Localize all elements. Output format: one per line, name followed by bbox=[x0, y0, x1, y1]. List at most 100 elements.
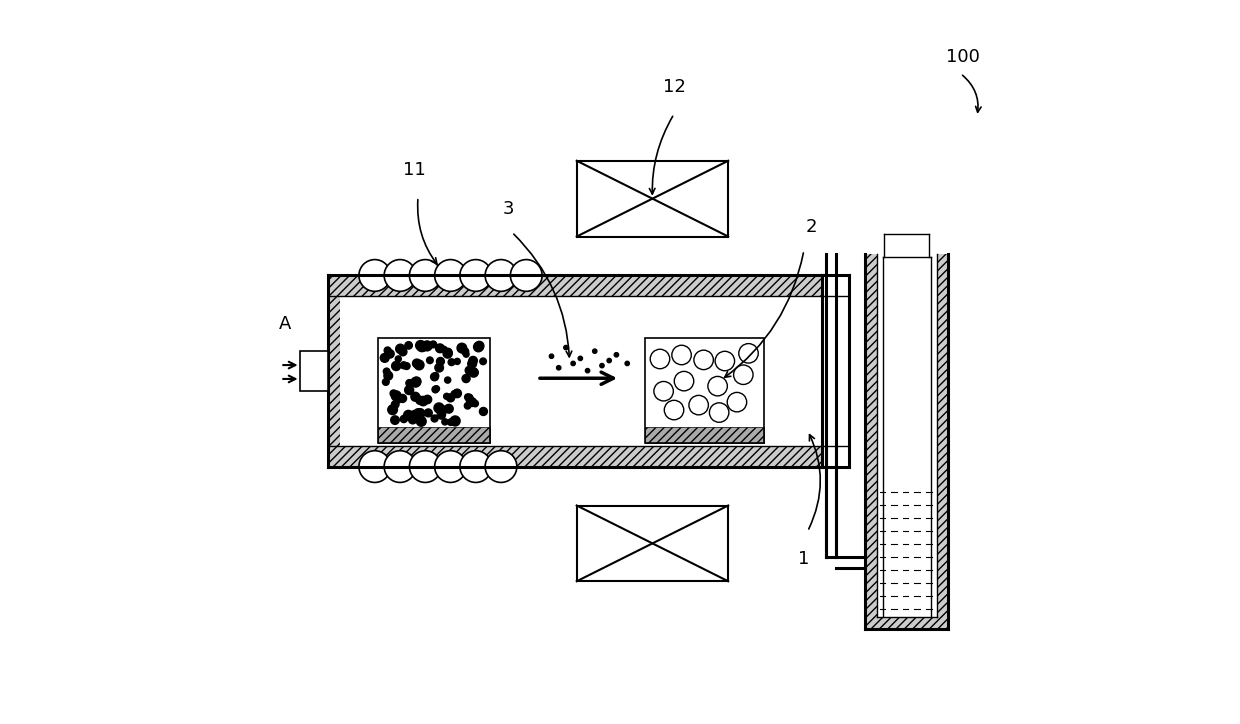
Bar bbox=[866, 254, 877, 629]
Circle shape bbox=[458, 343, 466, 353]
Circle shape bbox=[549, 354, 553, 358]
Circle shape bbox=[467, 359, 476, 369]
Circle shape bbox=[430, 373, 439, 381]
Circle shape bbox=[384, 260, 415, 291]
Circle shape bbox=[451, 390, 458, 397]
Bar bbox=[378, 427, 490, 443]
Circle shape bbox=[414, 360, 424, 370]
Circle shape bbox=[461, 348, 469, 355]
Circle shape bbox=[409, 451, 441, 482]
Circle shape bbox=[388, 405, 398, 415]
Circle shape bbox=[358, 451, 391, 482]
Bar bbox=[645, 338, 764, 443]
Circle shape bbox=[469, 368, 479, 377]
Circle shape bbox=[608, 358, 611, 363]
Circle shape bbox=[585, 369, 590, 373]
Circle shape bbox=[448, 359, 455, 366]
Circle shape bbox=[485, 451, 517, 482]
Circle shape bbox=[441, 407, 448, 413]
Circle shape bbox=[715, 351, 734, 371]
Circle shape bbox=[474, 342, 484, 352]
Circle shape bbox=[415, 340, 425, 350]
Circle shape bbox=[672, 345, 692, 365]
Circle shape bbox=[453, 390, 461, 397]
Circle shape bbox=[415, 408, 425, 418]
Text: 2: 2 bbox=[805, 218, 817, 236]
Circle shape bbox=[394, 396, 402, 403]
Circle shape bbox=[694, 350, 713, 370]
Circle shape bbox=[392, 391, 401, 400]
Circle shape bbox=[444, 348, 453, 356]
Circle shape bbox=[578, 356, 583, 361]
Circle shape bbox=[382, 379, 389, 385]
Circle shape bbox=[433, 373, 439, 379]
Circle shape bbox=[564, 345, 568, 350]
Circle shape bbox=[653, 382, 673, 401]
Circle shape bbox=[650, 349, 670, 369]
Circle shape bbox=[435, 451, 466, 482]
Text: 12: 12 bbox=[662, 78, 686, 96]
Circle shape bbox=[454, 358, 460, 364]
Circle shape bbox=[465, 366, 474, 374]
Circle shape bbox=[403, 363, 410, 369]
Circle shape bbox=[399, 348, 407, 355]
Circle shape bbox=[401, 416, 408, 423]
Circle shape bbox=[398, 395, 407, 403]
Circle shape bbox=[709, 403, 729, 422]
Circle shape bbox=[432, 386, 439, 393]
Circle shape bbox=[485, 260, 517, 291]
Circle shape bbox=[471, 369, 479, 376]
Circle shape bbox=[436, 358, 444, 366]
Bar bbox=[577, 161, 728, 237]
Circle shape bbox=[404, 385, 414, 395]
Circle shape bbox=[435, 344, 444, 353]
Bar bbox=[936, 254, 949, 629]
Circle shape bbox=[408, 416, 417, 424]
Circle shape bbox=[415, 396, 424, 404]
Circle shape bbox=[424, 409, 433, 417]
Circle shape bbox=[446, 394, 455, 402]
Circle shape bbox=[480, 358, 486, 365]
Circle shape bbox=[739, 344, 758, 363]
Circle shape bbox=[403, 411, 413, 420]
Bar bbox=[300, 351, 327, 391]
Circle shape bbox=[600, 363, 604, 368]
Circle shape bbox=[384, 451, 415, 482]
Circle shape bbox=[475, 341, 484, 350]
Circle shape bbox=[384, 371, 393, 380]
Circle shape bbox=[441, 346, 448, 353]
Circle shape bbox=[422, 341, 432, 351]
Bar bbox=[378, 338, 490, 443]
Circle shape bbox=[435, 260, 466, 291]
Bar bbox=[866, 618, 949, 629]
Circle shape bbox=[689, 395, 708, 415]
Circle shape bbox=[410, 392, 420, 401]
Circle shape bbox=[417, 416, 427, 426]
Circle shape bbox=[392, 361, 401, 371]
Circle shape bbox=[727, 392, 746, 412]
Circle shape bbox=[435, 363, 444, 372]
Circle shape bbox=[450, 416, 460, 426]
Circle shape bbox=[441, 406, 448, 412]
Circle shape bbox=[448, 419, 454, 426]
Circle shape bbox=[391, 390, 397, 397]
Bar bbox=[327, 275, 822, 295]
Text: 11: 11 bbox=[403, 161, 425, 179]
Bar bbox=[577, 505, 728, 581]
Circle shape bbox=[467, 397, 476, 406]
Circle shape bbox=[401, 362, 407, 369]
Circle shape bbox=[464, 351, 469, 357]
Circle shape bbox=[511, 260, 542, 291]
Bar bbox=[327, 275, 340, 466]
Circle shape bbox=[396, 356, 402, 362]
Circle shape bbox=[418, 396, 428, 405]
Circle shape bbox=[464, 403, 471, 409]
Circle shape bbox=[469, 356, 477, 365]
Circle shape bbox=[570, 361, 575, 366]
Circle shape bbox=[412, 377, 420, 386]
Circle shape bbox=[434, 403, 444, 413]
Circle shape bbox=[443, 349, 453, 358]
Circle shape bbox=[413, 408, 423, 418]
Circle shape bbox=[383, 368, 389, 374]
Circle shape bbox=[409, 260, 441, 291]
